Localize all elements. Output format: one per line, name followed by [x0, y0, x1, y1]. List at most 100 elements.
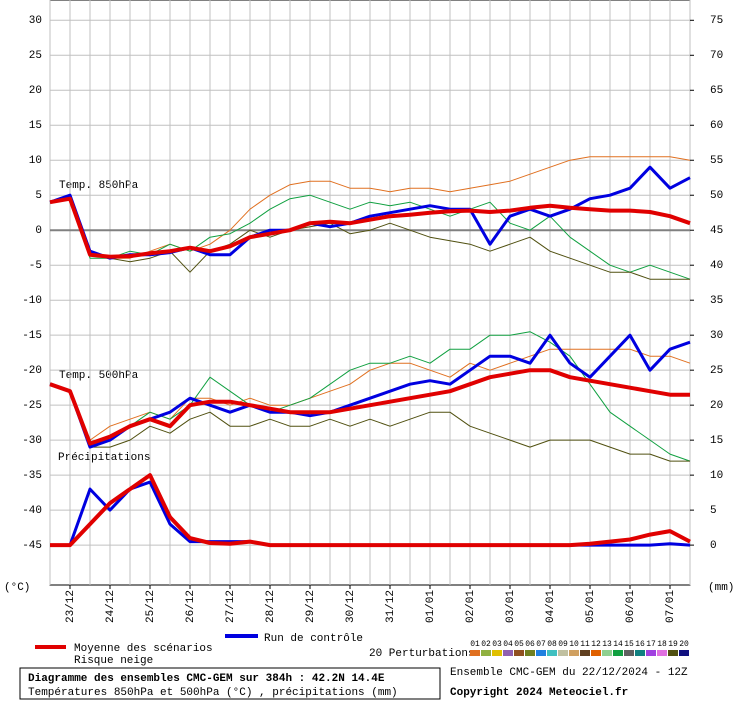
y2-tick-label: 5	[710, 505, 717, 517]
y-tick-label: -40	[22, 505, 42, 517]
x-tick-label: 24/12	[105, 590, 117, 623]
copyright: Copyright 2024 Meteociel.fr	[450, 687, 628, 699]
y-tick-label: -35	[22, 470, 42, 482]
legend-swatch	[591, 650, 601, 656]
legend-code: 07	[536, 640, 546, 649]
y-tick-label: 15	[29, 120, 42, 132]
y2-tick-label: 15	[710, 435, 723, 447]
x-tick-label: 02/01	[465, 590, 477, 623]
y-tick-label: 0	[35, 225, 42, 237]
y-tick-label: -10	[22, 295, 42, 307]
series-line	[49, 331, 691, 462]
legend-code: 14	[613, 640, 623, 649]
x-tick-label: 01/01	[425, 590, 437, 623]
legend-code: 09	[558, 640, 568, 649]
x-tick-label: 05/01	[585, 590, 597, 623]
x-tick-label: 29/12	[305, 590, 317, 623]
legend-code: 03	[492, 640, 502, 649]
x-tick-label: 06/01	[625, 590, 637, 623]
y2-tick-label: 65	[710, 85, 723, 97]
legend-label: 20 Perturbations	[369, 648, 475, 660]
x-tick-label: 25/12	[145, 590, 157, 623]
legend-swatch	[624, 650, 634, 656]
legend-code: 16	[635, 640, 645, 649]
y2-tick-label: 55	[710, 155, 723, 167]
x-tick-label: 23/12	[65, 590, 77, 623]
legend-swatch	[613, 650, 623, 656]
series-line	[49, 333, 691, 449]
x-tick-label: 28/12	[265, 590, 277, 623]
y-tick-label: 30	[29, 15, 42, 27]
lines	[49, 156, 691, 548]
annotation: Précipitations	[58, 452, 150, 464]
legend-code: 10	[569, 640, 579, 649]
y-tick-label: -30	[22, 435, 42, 447]
y-tick-label: -15	[22, 330, 42, 342]
y2-tick-label: 20	[710, 400, 723, 412]
legend-swatch	[547, 650, 557, 656]
grid	[49, 0, 691, 585]
series-line	[49, 196, 691, 259]
y2-tick-label: 75	[710, 15, 723, 27]
legend-code: 12	[591, 640, 601, 649]
legend-code: 18	[657, 640, 667, 649]
y-tick-label: 10	[29, 155, 42, 167]
x-tick-label: 07/01	[665, 590, 677, 623]
y-tick-label: -20	[22, 365, 42, 377]
legend-code: 02	[481, 640, 491, 649]
legend-code: 08	[547, 640, 557, 649]
legend-swatch	[635, 650, 645, 656]
y2-tick-label: 30	[710, 330, 723, 342]
legend-swatch	[569, 650, 579, 656]
legend-code: 15	[624, 640, 634, 649]
chart-subtitle: Températures 850hPa et 500hPa (°C) , pré…	[28, 687, 398, 699]
legend-swatch	[679, 650, 689, 656]
y-tick-label: 25	[29, 50, 42, 62]
legend-swatch	[580, 650, 590, 656]
chart-title: Diagramme des ensembles CMC-GEM sur 384h…	[28, 673, 385, 685]
y-axis-label: (°C)	[4, 582, 30, 594]
series-line	[50, 473, 691, 548]
annotation: Temp. 500hPa	[59, 370, 139, 382]
y2-tick-label: 70	[710, 50, 723, 62]
y2-tick-label: 25	[710, 365, 723, 377]
legend-code: 13	[602, 640, 612, 649]
legend-label: Moyenne des scénarios	[74, 643, 213, 655]
annotation: Temp. 850hPa	[59, 180, 139, 192]
run-info: Ensemble CMC-GEM du 22/12/2024 - 12Z	[450, 667, 688, 679]
legend-code: 06	[525, 640, 535, 649]
legend-code: 11	[580, 640, 590, 649]
y2-tick-label: 60	[710, 120, 723, 132]
series-line	[49, 156, 691, 259]
legend-swatch	[514, 650, 524, 656]
legend-code: 04	[503, 640, 513, 649]
y2-tick-label: 40	[710, 260, 723, 272]
legend-code: 20	[679, 640, 689, 649]
legend-swatch	[657, 650, 667, 656]
y2-tick-label: 35	[710, 295, 723, 307]
y2-axis-label: (mm)	[708, 582, 734, 594]
y2-tick-label: 10	[710, 470, 723, 482]
y-tick-label: -45	[22, 540, 42, 552]
x-tick-label: 04/01	[545, 590, 557, 623]
legend-code: 17	[646, 640, 656, 649]
legend-label: Risque neige	[74, 655, 153, 667]
legend-swatch	[525, 650, 535, 656]
series-line	[49, 368, 690, 446]
legend-code: 19	[668, 640, 678, 649]
y-tick-label: 5	[35, 190, 42, 202]
legend-code: 01	[470, 640, 480, 649]
legend-swatch	[470, 650, 480, 656]
y-tick-label: -5	[29, 260, 42, 272]
legend-label: Run de contrôle	[264, 633, 363, 645]
y2-tick-label: 0	[710, 540, 717, 552]
y2-tick-label: 45	[710, 225, 723, 237]
series-line	[49, 198, 690, 280]
legend-swatch	[481, 650, 491, 656]
x-tick-label: 27/12	[225, 590, 237, 623]
legend-swatch	[668, 650, 678, 656]
legend-swatch	[503, 650, 513, 656]
legend-swatch	[646, 650, 656, 656]
title-box	[19, 667, 441, 700]
